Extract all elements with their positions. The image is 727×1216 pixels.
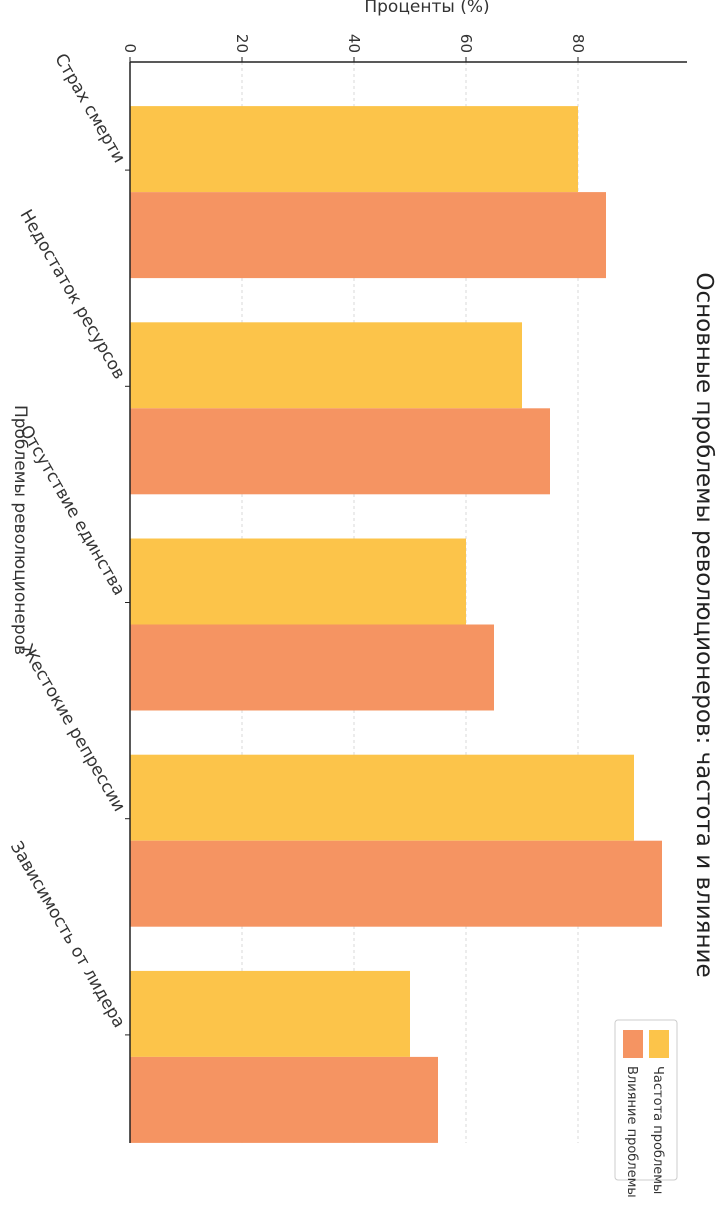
x-axis-title: Проблемы революционеров [10,405,30,655]
bar-frequency-0 [130,106,578,193]
bars [130,106,662,1143]
legend-label-impact: Влияние проблемы [624,1066,639,1198]
legend-swatch-impact [623,1030,643,1058]
x-tick-label: Недостаток ресурсов [16,206,129,383]
x-tick-label: Отсутствие единства [15,422,129,599]
bar-impact-4 [130,1056,438,1143]
x-tick-label: Зависимость от лидера [6,838,129,1031]
legend: Частота проблемы Влияние проблемы [614,1019,678,1198]
chart-title: Основные проблемы революционеров: частот… [691,272,717,977]
y-tick-label: 40 [345,34,363,53]
legend-label-frequency: Частота проблемы [650,1066,665,1194]
y-tick-label: 60 [457,34,475,53]
bar-impact-1 [130,408,550,495]
x-tick-label: Жестокие репрессии [17,641,129,816]
bar-impact-0 [130,192,606,279]
legend-swatch-frequency [649,1030,669,1058]
y-tick-label: 80 [569,34,587,53]
ticks: 0 20 40 60 80 [121,34,587,1036]
bar-frequency-2 [130,538,466,625]
bar-frequency-1 [130,322,522,409]
bar-frequency-3 [130,754,634,841]
bar-impact-2 [130,624,494,711]
bar-impact-3 [130,840,662,927]
x-tick-label: Страх смерти [50,50,129,166]
bar-frequency-4 [130,970,410,1057]
legend-box [614,1019,678,1181]
y-tick-label: 0 [121,43,139,53]
y-tick-label: 20 [233,34,251,53]
y-axis-title: Проценты (%) [364,0,489,17]
